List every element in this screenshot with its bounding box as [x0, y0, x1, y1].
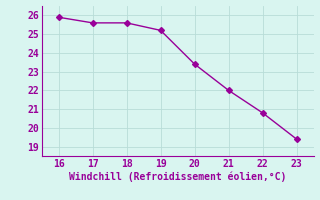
X-axis label: Windchill (Refroidissement éolien,°C): Windchill (Refroidissement éolien,°C) [69, 172, 286, 182]
